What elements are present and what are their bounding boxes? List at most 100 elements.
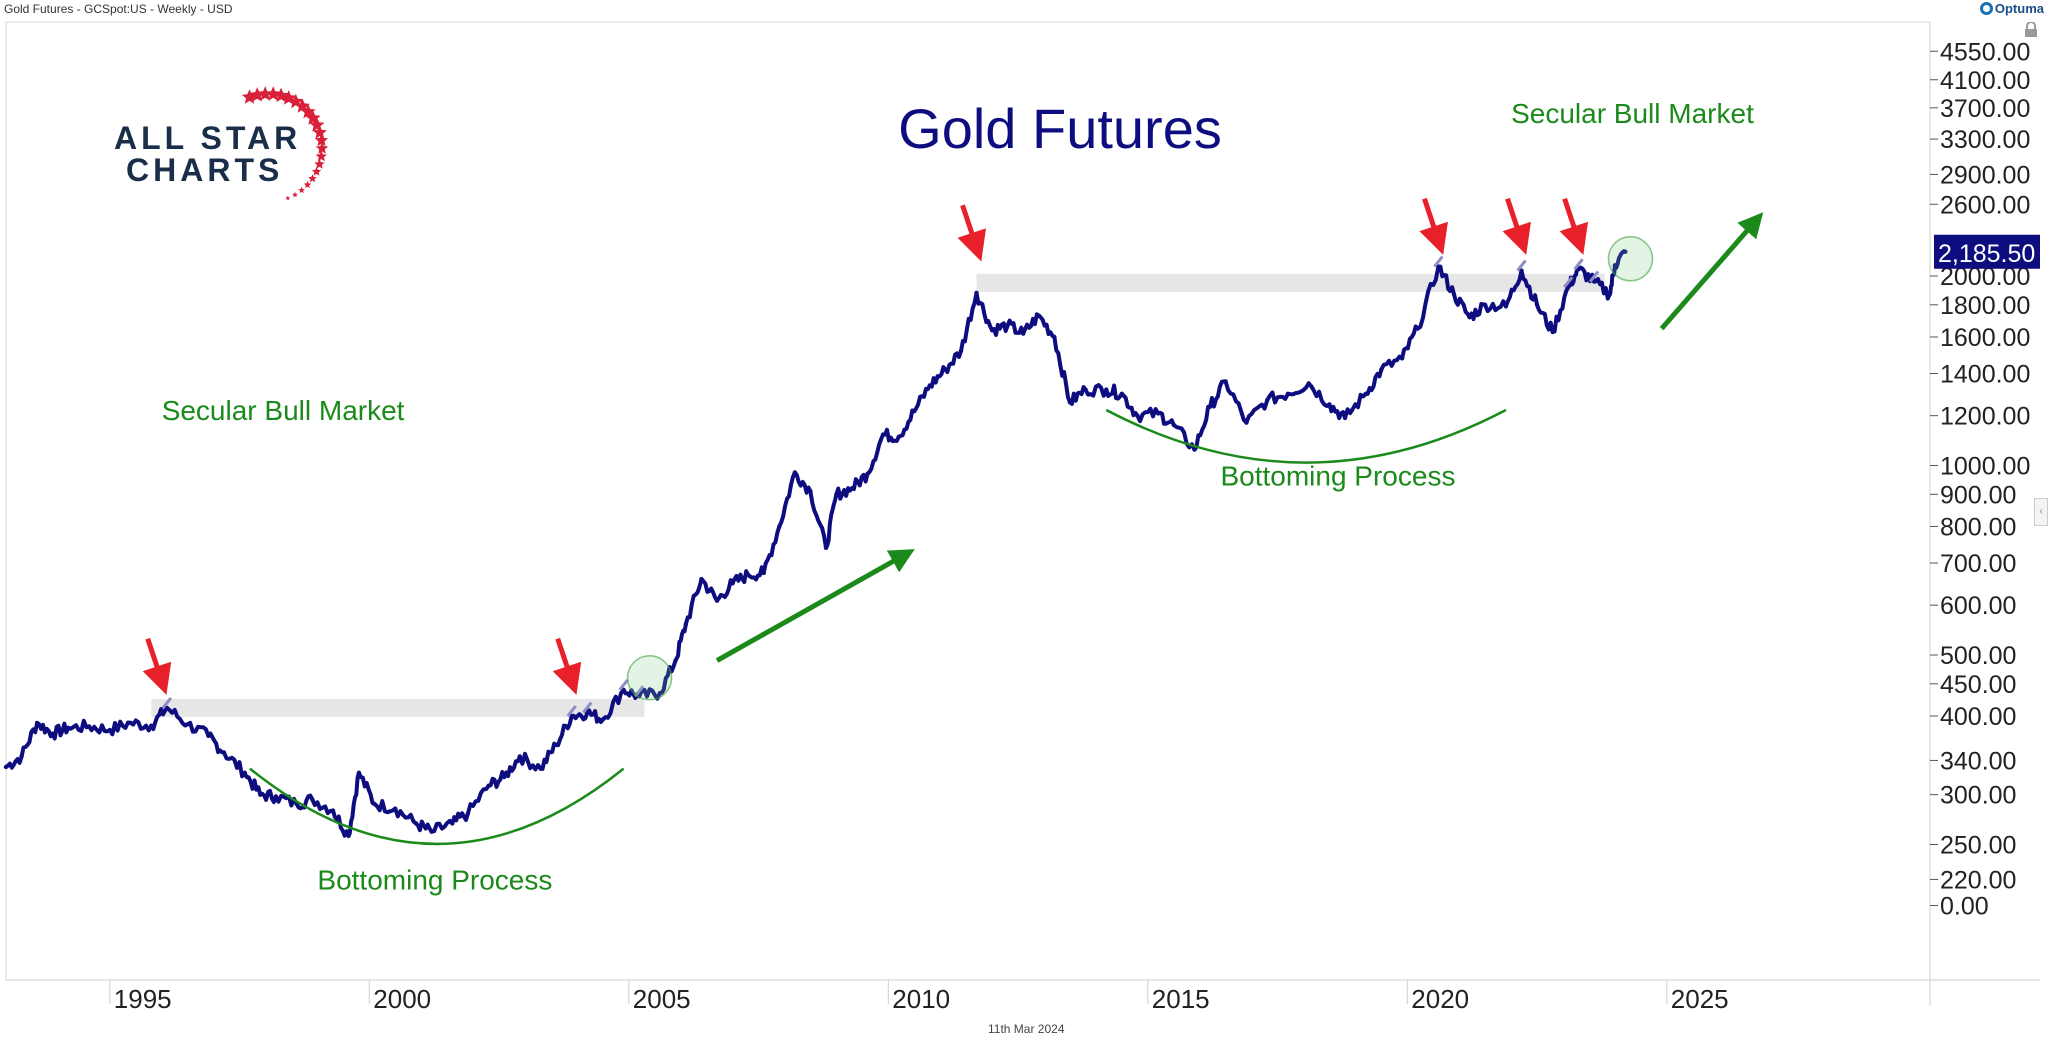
logo-star-icon (298, 186, 305, 194)
chart-title: Gold Futures (898, 97, 1222, 160)
y-tick-label: 700.00 (1940, 550, 2016, 578)
data-point (1052, 334, 1057, 340)
y-tick-label: 220.00 (1940, 866, 2016, 894)
data-point (372, 801, 377, 807)
data-point (1171, 422, 1176, 428)
data-point (1591, 279, 1597, 284)
logo-star-icon (308, 174, 317, 183)
breakout-circle (626, 655, 673, 701)
data-point (673, 658, 678, 663)
y-tick-label: 1600.00 (1940, 324, 2030, 352)
zone-touch-mark (634, 685, 645, 698)
data-point (808, 489, 813, 494)
data-point (221, 750, 227, 755)
data-point (1482, 302, 1488, 308)
data-point (880, 432, 886, 437)
data-point (989, 328, 995, 333)
data-point (273, 794, 279, 799)
logo-star-icon (292, 191, 298, 198)
data-point (683, 621, 689, 627)
data-point (502, 774, 507, 780)
lock-icon[interactable] (2022, 22, 2040, 38)
data-point (107, 727, 113, 733)
data-point (486, 783, 491, 788)
logo-star-icon (312, 125, 327, 139)
y-tick-label: 600.00 (1940, 592, 2016, 620)
logo-star-icon (249, 87, 265, 102)
data-point (865, 471, 870, 477)
resistance-zone (151, 698, 645, 717)
y-tick-label: 340.00 (1940, 747, 2016, 775)
data-point (912, 408, 917, 414)
data-point (1104, 387, 1109, 392)
data-point (34, 720, 40, 726)
data-point (1612, 263, 1618, 268)
logo-star-icon (314, 158, 325, 169)
data-point (1503, 304, 1509, 309)
zone-touch-mark (1588, 270, 1600, 283)
bottoming-arc (1105, 408, 1507, 464)
logo-star-icon (303, 180, 312, 189)
zone-touch-mark (582, 701, 593, 714)
data-point (1036, 313, 1042, 318)
logo-star-icon (314, 133, 329, 147)
red-arrow (1419, 197, 1448, 255)
data-point (1327, 402, 1332, 407)
green-arrow (715, 549, 915, 663)
y-tick-label: 1200.00 (1940, 403, 2030, 431)
data-point (1306, 381, 1311, 386)
y-tick-label: 300.00 (1940, 782, 2016, 810)
data-point (330, 808, 336, 813)
optuma-logo-icon (1979, 2, 1993, 15)
logo-star-icon (285, 195, 291, 201)
x-tick-label: 2015 (1152, 984, 1210, 1014)
breakout-circle (1607, 236, 1654, 282)
data-point (1623, 249, 1628, 254)
y-tick-label: 3700.00 (1940, 95, 2030, 123)
data-point (896, 434, 901, 440)
data-point (356, 770, 362, 775)
bottoming-arc (249, 767, 625, 846)
data-point (569, 713, 574, 719)
y-tick-label: 250.00 (1940, 831, 2016, 859)
logo-star-icon (311, 166, 322, 176)
green-arrow (1659, 212, 1764, 331)
logo-star-icon (315, 142, 329, 154)
y-tick-label: 900.00 (1940, 481, 2016, 509)
data-point (413, 821, 419, 826)
data-point (1415, 326, 1420, 331)
y-tick-label: 3300.00 (1940, 126, 2030, 154)
logo-star-icon (315, 150, 327, 162)
data-point (1021, 331, 1026, 336)
y-tick-label: 800.00 (1940, 514, 2016, 542)
data-point (1207, 404, 1213, 409)
data-point (1436, 264, 1441, 269)
optuma-brand-label: Optuma (1994, 1, 2044, 16)
chart-header-title: Gold Futures - GCSpot:US - Weekly - USD (4, 2, 233, 16)
data-point (1005, 323, 1010, 328)
y-tick-label: 1800.00 (1940, 292, 2030, 320)
logo-star-icon (257, 86, 273, 101)
data-point (621, 687, 626, 693)
data-point (1192, 447, 1197, 452)
data-point (1467, 315, 1472, 320)
logo-text-line2: CHARTS (126, 152, 283, 188)
zone-touch-mark (1433, 255, 1444, 268)
data-point (1223, 379, 1228, 384)
data-point (465, 811, 471, 816)
data-point (258, 792, 263, 797)
data-point (1155, 411, 1161, 416)
y-tick-label: 4550.00 (1940, 38, 2030, 66)
y-tick-label: 2600.00 (1940, 191, 2030, 219)
zone-touch-mark (1516, 259, 1527, 272)
y-tick-label: 4100.00 (1940, 67, 2030, 95)
data-point (3, 764, 9, 770)
data-point (792, 470, 798, 475)
data-point (86, 724, 92, 729)
data-point (1399, 356, 1405, 361)
data-point (1565, 284, 1571, 290)
data-point (517, 754, 523, 759)
data-point (1285, 391, 1291, 396)
